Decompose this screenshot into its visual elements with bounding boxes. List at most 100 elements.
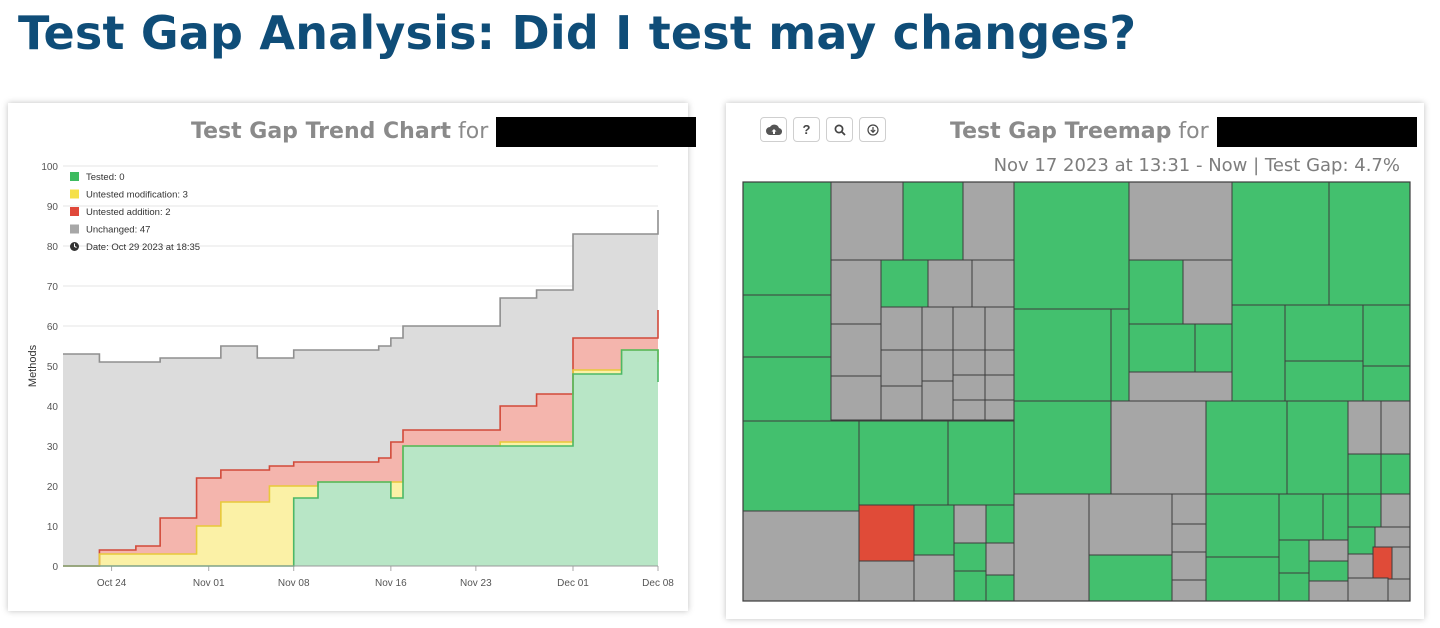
treemap-cell-untested xyxy=(858,504,915,562)
treemap-cell-tested xyxy=(1278,539,1310,574)
download-icon xyxy=(866,123,879,136)
legend-date: Date: Oct 29 2023 at 18:35 xyxy=(86,242,200,253)
treemap-cell-tested xyxy=(1284,360,1364,402)
treemap-cell-tested xyxy=(985,504,1015,544)
treemap-cell-tested xyxy=(1194,323,1233,373)
treemap-cell-tested xyxy=(742,356,832,422)
treemap-cell-unchanged xyxy=(1171,551,1207,581)
treemap-cell-tested xyxy=(1278,572,1310,602)
series-area-untested-modification xyxy=(63,350,658,566)
y-tick-label: 100 xyxy=(41,162,58,173)
treemap-cell-unchanged xyxy=(985,542,1015,576)
y-tick-label: 90 xyxy=(47,202,59,213)
treemap-cell-tested xyxy=(985,574,1015,602)
treemap-cell-unchanged xyxy=(1380,400,1411,455)
treemap-cell-unchanged xyxy=(1171,579,1207,602)
treemap-cell-unchanged xyxy=(830,375,882,421)
treemap-cell-tested xyxy=(1088,554,1173,602)
treemap-cell-tested xyxy=(1322,493,1349,541)
y-tick-label: 70 xyxy=(47,282,59,293)
treemap-cell-tested xyxy=(1286,400,1349,495)
series-area-untested-addition xyxy=(63,310,658,566)
x-tick-label: Oct 24 xyxy=(97,578,127,589)
treemap-cell-tested xyxy=(1205,493,1280,558)
treemap-cell-tested xyxy=(953,542,987,572)
treemap-cell-tested xyxy=(953,570,987,602)
search-button[interactable] xyxy=(826,117,853,142)
treemap-cell-unchanged xyxy=(984,399,1015,421)
legend-label: Unchanged: 47 xyxy=(86,225,150,236)
legend-swatch xyxy=(70,172,79,181)
treemap-cell-unchanged xyxy=(1128,181,1233,261)
treemap-card: ? Test Gap Treemap for Nov 17 2023 at 13… xyxy=(726,103,1424,619)
y-axis-label: Methods xyxy=(27,344,39,387)
treemap-cell-tested xyxy=(1284,304,1364,362)
page-title: Test Gap Analysis: Did I test may change… xyxy=(18,6,1137,60)
treemap-cell-unchanged xyxy=(952,306,986,351)
treemap-cell-untested xyxy=(1372,546,1393,580)
series-area-tested xyxy=(63,350,658,566)
treemap-cell-unchanged xyxy=(1088,493,1173,556)
y-tick-label: 20 xyxy=(47,482,59,493)
upload-button[interactable] xyxy=(760,117,787,142)
treemap-cell-tested xyxy=(1013,308,1112,402)
treemap-cell-unchanged xyxy=(880,306,923,351)
treemap-cell-unchanged xyxy=(1013,493,1090,602)
treemap-cell-tested xyxy=(1110,308,1130,402)
treemap-cell-unchanged xyxy=(953,504,987,544)
treemap-cell-tested xyxy=(913,504,955,556)
download-button[interactable] xyxy=(859,117,886,142)
treemap-cell-unchanged xyxy=(952,374,986,401)
series-area-unchanged xyxy=(63,210,658,566)
x-tick-label: Nov 08 xyxy=(278,578,310,589)
y-tick-label: 30 xyxy=(47,442,59,453)
treemap-cell-unchanged xyxy=(971,259,1015,308)
treemap[interactable] xyxy=(726,103,1424,619)
treemap-cell-tested xyxy=(880,259,929,308)
x-tick-label: Nov 23 xyxy=(460,578,492,589)
legend-swatch xyxy=(70,189,79,199)
treemap-cell-unchanged xyxy=(1374,526,1411,548)
treemap-cell-unchanged xyxy=(952,399,986,421)
treemap-cell-tested xyxy=(742,294,832,358)
treemap-cell-tested xyxy=(1347,453,1382,495)
treemap-cell-unchanged xyxy=(1128,371,1233,402)
trend-chart-card: Test Gap Trend Chart for 0 10 20 30 40 50 60 70… xyxy=(8,103,697,611)
series-line-unchanged xyxy=(63,210,659,363)
treemap-cell-unchanged xyxy=(1347,577,1389,602)
treemap-cell-unchanged xyxy=(830,181,904,261)
legend-label: Untested addition: 2 xyxy=(86,207,171,218)
treemap-cell-unchanged xyxy=(1171,523,1207,553)
treemap-cell-unchanged xyxy=(830,259,882,325)
treemap-cell-unchanged xyxy=(984,306,1015,351)
treemap-cell-unchanged xyxy=(984,349,1015,376)
treemap-cell-unchanged xyxy=(1182,259,1233,325)
x-tick-label: Nov 01 xyxy=(193,578,225,589)
treemap-cell-unchanged xyxy=(1308,539,1349,562)
treemap-cell-tested xyxy=(1347,526,1376,555)
legend-label: Tested: 0 xyxy=(86,172,125,183)
treemap-border xyxy=(742,181,1411,602)
y-tick-label: 40 xyxy=(47,402,59,413)
treemap-cell-tested xyxy=(1231,304,1286,402)
treemap-cell-tested xyxy=(1362,304,1411,367)
treemap-cell-unchanged xyxy=(984,374,1015,401)
help-button[interactable]: ? xyxy=(793,117,820,142)
treemap-cell-tested xyxy=(1328,181,1411,306)
search-icon xyxy=(834,124,846,136)
treemap-cell-tested xyxy=(1278,493,1324,541)
treemap-cell-tested xyxy=(1013,400,1112,495)
treemap-cell-unchanged xyxy=(880,385,923,421)
x-tick-label: Dec 01 xyxy=(557,578,589,589)
treemap-cell-tested xyxy=(947,420,1015,506)
treemap-cell-tested xyxy=(1380,453,1411,495)
treemap-cell-unchanged xyxy=(742,510,860,602)
treemap-cell-unchanged xyxy=(921,306,954,351)
treemap-cell-tested xyxy=(1205,400,1288,495)
trend-chart-title: Test Gap Trend Chart for xyxy=(191,117,697,147)
treemap-cell-tested xyxy=(858,420,949,506)
treemap-cell-unchanged xyxy=(1387,578,1411,602)
x-tick-label: Dec 08 xyxy=(642,578,674,589)
treemap-cell-unchanged xyxy=(927,259,973,308)
treemap-cell-unchanged xyxy=(921,349,954,382)
